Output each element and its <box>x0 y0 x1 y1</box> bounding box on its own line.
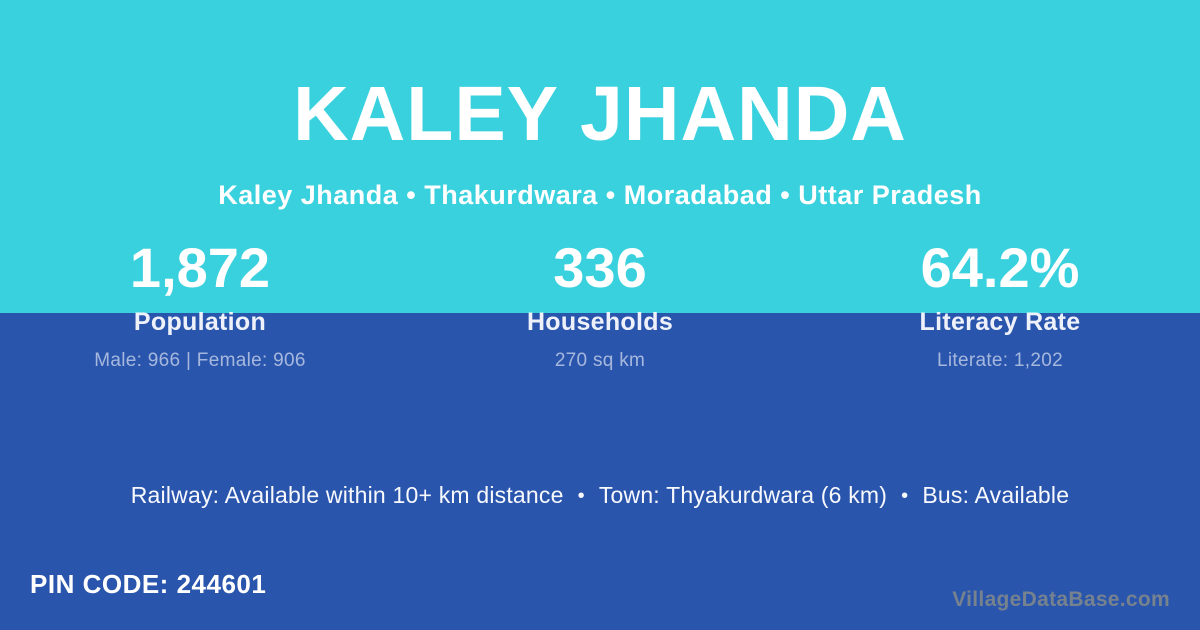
households-value: 336 <box>553 236 647 299</box>
stat-households: 336 Households 270 sq km <box>400 236 800 371</box>
literacy-rate-label: Literacy Rate <box>919 308 1081 336</box>
bullet-separator: • <box>577 485 585 507</box>
population-detail: Male: 966 | Female: 906 <box>94 350 306 371</box>
pin-code: PIN CODE: 244601 <box>30 569 267 599</box>
breadcrumb: Kaley Jhanda • Thakurdwara • Moradabad •… <box>218 180 982 210</box>
households-detail: 270 sq km <box>554 350 646 371</box>
literacy-rate-value: 64.2% <box>920 236 1080 299</box>
watermark: VillageDataBase.com <box>952 588 1170 611</box>
population-value: 1,872 <box>129 236 271 299</box>
literacy-rate-detail: Literate: 1,202 <box>937 350 1063 371</box>
bus-fact: Bus: Available <box>922 482 1070 508</box>
population-label: Population <box>133 308 267 336</box>
railway-fact: Railway: Available within 10+ km distanc… <box>130 482 564 508</box>
stat-literacy-rate: 64.2% Literacy Rate Literate: 1,202 <box>800 236 1200 371</box>
facts-row: Railway: Available within 10+ km distanc… <box>0 481 1200 511</box>
stat-population: 1,872 Population Male: 966 | Female: 906 <box>0 236 400 371</box>
households-label: Households <box>526 308 674 336</box>
stats-row: 1,872 Population Male: 966 | Female: 906… <box>0 236 1200 371</box>
header-band <box>0 0 1200 313</box>
page-title: KALEY JHANDA <box>293 71 907 157</box>
town-fact: Town: Thyakurdwara (6 km) <box>598 482 888 508</box>
bullet-separator: • <box>901 485 909 507</box>
